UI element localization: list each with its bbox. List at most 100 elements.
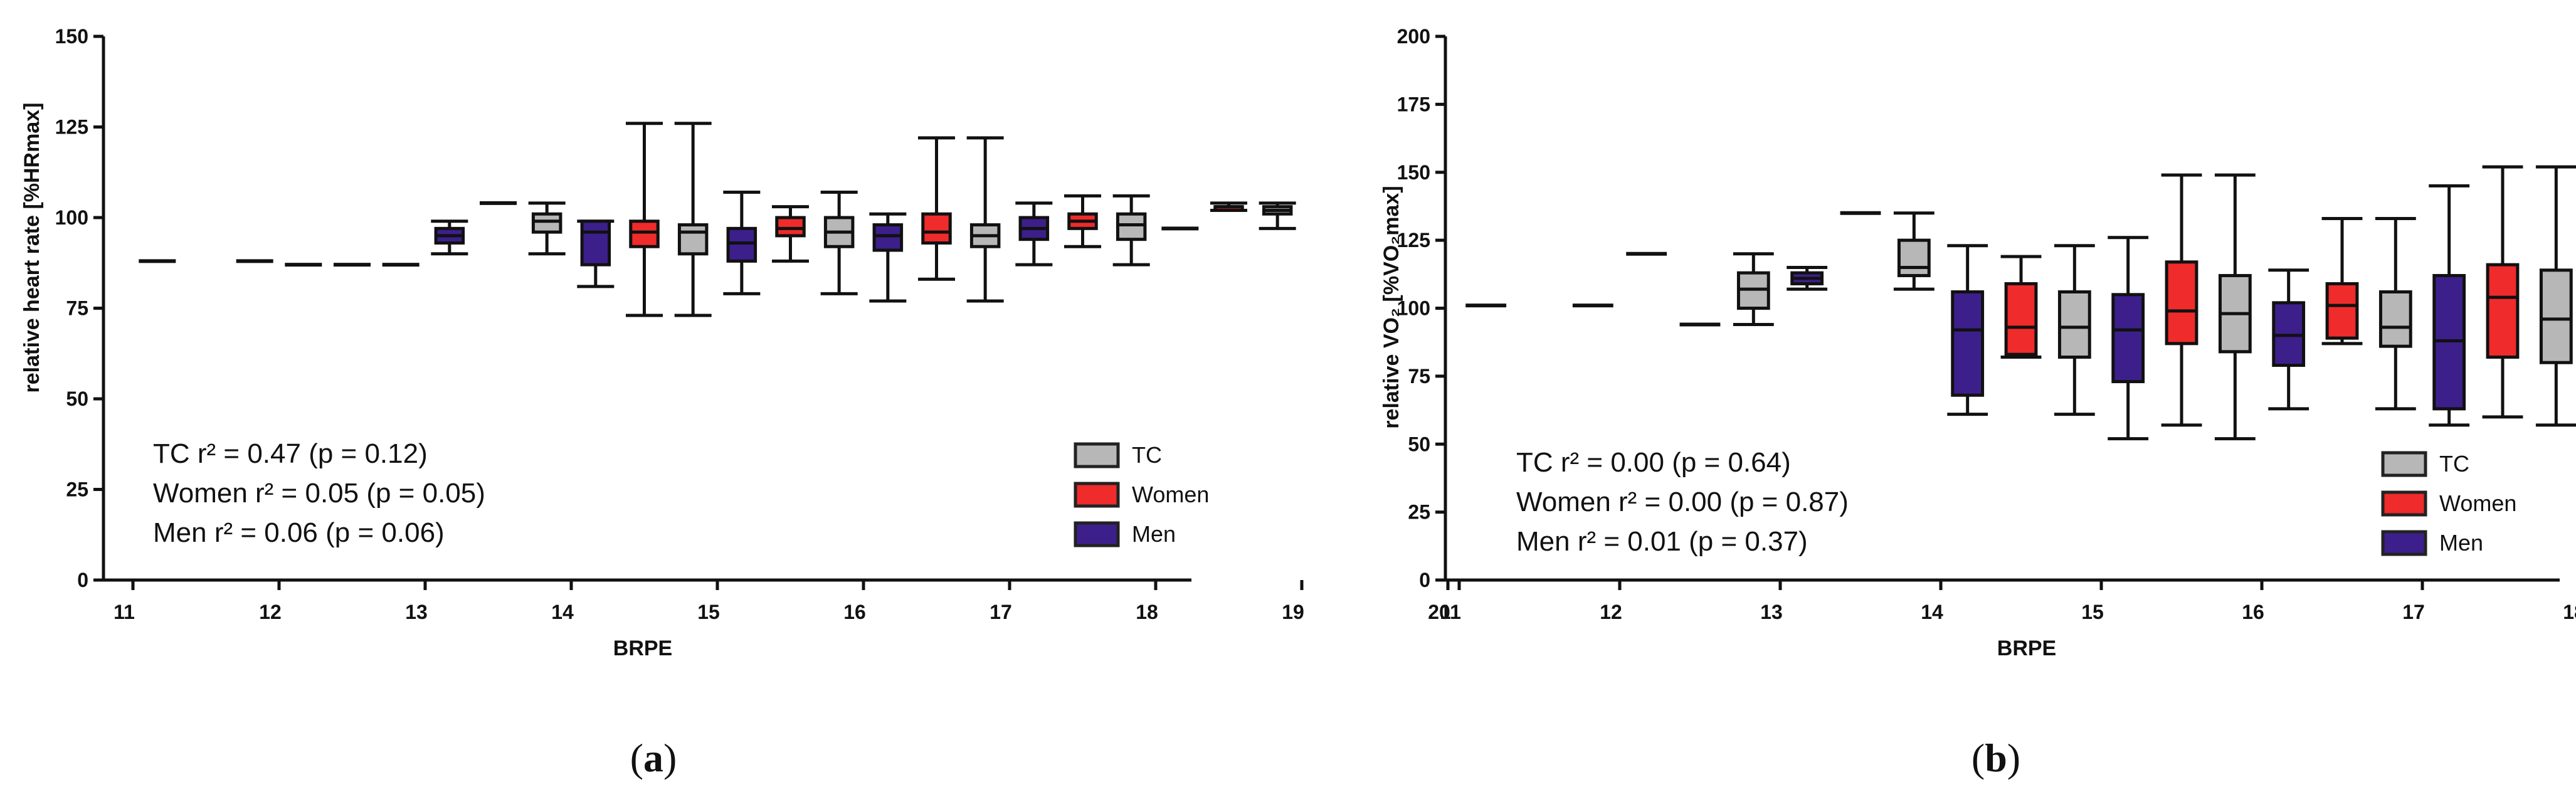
box-iqr — [2057, 290, 2091, 359]
box-tc-brpe-15 — [820, 191, 858, 295]
panel-label-a: (a) — [630, 736, 677, 780]
box-men-brpe-16 — [869, 212, 907, 303]
box-iqr — [775, 216, 806, 238]
x-tick-label: 18 — [1136, 601, 1158, 623]
y-tick-label: 75 — [66, 297, 88, 320]
regression-annotation-tc: TC r² = 0.47 (p = 0.12) — [153, 438, 428, 469]
box-iqr — [580, 219, 611, 267]
regression-annotation-tc: TC r² = 0.00 (p = 0.64) — [1516, 447, 1791, 478]
y-tick-label: 100 — [55, 206, 88, 229]
box-men-brpe-17 — [1015, 201, 1053, 267]
legend-label-women: Women — [1132, 482, 1209, 507]
plot-area: 0255075100125150175200111213141516171819… — [1397, 25, 2576, 623]
legend-label-tc: TC — [2439, 451, 2469, 477]
y-tick-label: 200 — [1397, 25, 1430, 48]
x-tick-label: 18 — [2563, 601, 2576, 623]
x-tick-label: 13 — [1760, 601, 1783, 623]
chart-panel-a: relative heart rate [%HRmax] BRPE TC r² … — [20, 25, 1450, 780]
box-women-brpe-14 — [2000, 255, 2042, 359]
y-tick-label: 25 — [1408, 501, 1430, 524]
box-tc-brpe-14 — [2054, 244, 2095, 416]
x-tick-label: 15 — [2081, 601, 2104, 623]
box-iqr — [629, 219, 660, 248]
box-men-brpe-14 — [577, 219, 615, 288]
box-tc-brpe-12 — [1733, 252, 1774, 327]
y-tick-label: 50 — [1408, 433, 1430, 455]
box-iqr — [2539, 268, 2573, 364]
y-tick-label: 150 — [55, 25, 88, 48]
x-tick-label: 16 — [843, 601, 866, 623]
y-tick-label: 125 — [55, 116, 88, 139]
box-tc-brpe-13 — [528, 201, 566, 256]
x-tick-label: 14 — [1921, 601, 1943, 623]
box-iqr — [2486, 263, 2520, 359]
legend-swatch-tc — [2381, 451, 2427, 477]
x-tick-label: 12 — [259, 601, 282, 623]
x-axis-title: BRPE — [613, 636, 672, 660]
legend-swatch-tc — [1074, 442, 1120, 468]
regression-annotation-women: Women r² = 0.05 (p = 0.05) — [153, 478, 485, 509]
box-men-brpe-13 — [1787, 265, 1828, 291]
regression-annotation-men: Men r² = 0.01 (p = 0.37) — [1516, 526, 1808, 557]
y-axis-title: relative heart rate [%HRmax] — [20, 103, 44, 393]
x-tick-label: 12 — [1600, 601, 1622, 623]
y-tick-label: 25 — [66, 478, 88, 501]
y-tick-label: 175 — [1397, 93, 1430, 115]
box-women-brpe-16 — [2321, 216, 2363, 346]
box-women-brpe-17 — [2482, 165, 2523, 419]
box-iqr — [1897, 238, 1931, 277]
y-tick-label: 75 — [1408, 365, 1430, 388]
y-tick-label: 125 — [1397, 229, 1430, 251]
box-men-brpe-16 — [2268, 268, 2309, 411]
box-tc-brpe-16 — [2375, 216, 2416, 411]
box-women-brpe-18 — [1210, 201, 1248, 212]
x-tick-label: 11 — [1440, 601, 1461, 623]
box-women-brpe-16 — [917, 136, 956, 281]
box-iqr — [921, 212, 952, 245]
legend: TC Women Men — [2381, 451, 2516, 556]
x-tick-label: 16 — [2242, 601, 2264, 623]
x-tick-label: 17 — [990, 601, 1012, 623]
box-iqr — [677, 223, 709, 256]
y-tick-label: 50 — [66, 388, 88, 410]
box-tc-brpe-14 — [674, 122, 712, 317]
box-iqr — [2165, 260, 2199, 346]
box-men-brpe-15 — [723, 191, 761, 295]
legend: TC Women Men — [1074, 442, 1209, 547]
x-tick-label: 19 — [1282, 601, 1304, 623]
box-tc-brpe-17 — [2535, 165, 2576, 427]
x-tick-label: 11 — [113, 601, 135, 623]
box-iqr — [531, 212, 562, 234]
x-tick-label: 13 — [405, 601, 428, 623]
box-iqr — [726, 226, 757, 263]
box-men-brpe-15 — [2108, 236, 2149, 441]
panel-label-b: (b) — [1972, 736, 2020, 780]
y-tick-label: 100 — [1397, 297, 1430, 320]
box-women-brpe-17 — [1064, 194, 1102, 248]
x-tick-label: 15 — [697, 601, 720, 623]
legend-swatch-men — [2381, 530, 2427, 556]
box-tc-brpe-15 — [2214, 173, 2256, 441]
x-tick-label: 20 — [1428, 601, 1450, 623]
legend-label-men: Men — [1132, 521, 1176, 547]
y-tick-label: 0 — [77, 569, 88, 591]
box-iqr — [2004, 282, 2038, 356]
plot-area: 0 25 50 75 100 125 150 11 12 13 14 15 16 17 18 19 20 — [55, 25, 1450, 623]
legend-label-women: Women — [2439, 490, 2516, 516]
box-tc-brpe-13 — [1893, 211, 1935, 291]
x-tick-label: 17 — [2402, 601, 2425, 623]
x-tick-label: 14 — [551, 601, 574, 623]
legend-swatch-women — [1074, 482, 1120, 508]
box-women-brpe-14 — [625, 122, 663, 317]
box-iqr — [1116, 212, 1147, 241]
box-tc-brpe-17 — [1112, 194, 1150, 267]
y-axis-title: relative VO₂ [%VO₂max] — [1380, 186, 1403, 428]
box-iqr — [2111, 293, 2145, 384]
box-women-brpe-15 — [2161, 173, 2202, 427]
box-men-brpe-17 — [2429, 184, 2470, 427]
legend-label-tc: TC — [1132, 442, 1162, 468]
box-iqr — [1951, 290, 1985, 397]
legend-swatch-men — [1074, 521, 1120, 547]
box-tc-brpe-18 — [1259, 201, 1296, 230]
